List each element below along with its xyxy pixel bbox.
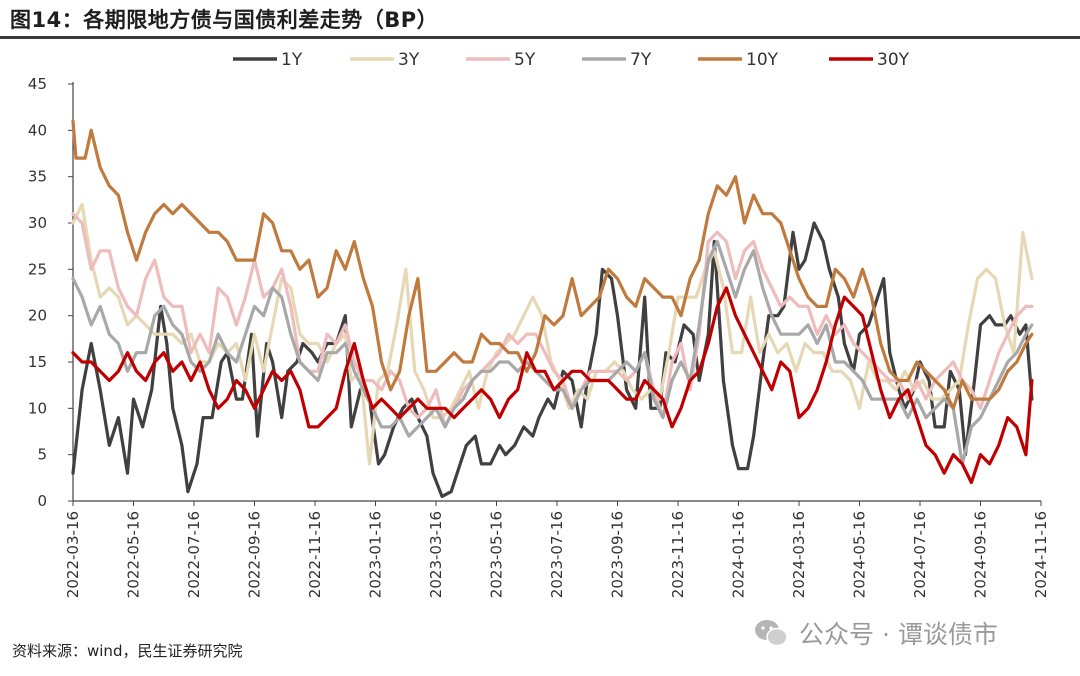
x-tick-label: 2022-11-16: [306, 511, 324, 598]
legend-item-5y: 5Y: [466, 50, 536, 70]
x-tick-label: 2024-03-16: [790, 511, 808, 598]
x-tick-label: 2022-07-16: [185, 511, 203, 598]
y-tick-label: 15: [28, 353, 47, 371]
y-axis: 0 5 10 15 20 25 30 35 40 45: [28, 75, 74, 510]
source-note: 资料来源：wind，民生证券研究院: [12, 642, 243, 660]
y-tick-label: 20: [28, 307, 47, 325]
watermark-text: 公众号 · 谭谈债市: [799, 620, 998, 649]
legend-label: 30Y: [877, 50, 910, 70]
legend-label: 10Y: [746, 50, 779, 70]
line-chart: 1Y 3Y 5Y 7Y 10Y 30Y 0 5 10 15 20 25 30 35 40 45 2022-0…: [28, 50, 1050, 598]
y-tick-label: 25: [28, 260, 47, 278]
x-tick-label: 2024-01-16: [730, 511, 748, 598]
x-tick-label: 2023-09-16: [609, 511, 627, 598]
x-tick-label: 2023-11-16: [669, 511, 687, 598]
x-tick-label: 2023-07-16: [548, 511, 566, 598]
y-tick-label: 40: [28, 121, 47, 139]
x-tick-label: 2022-09-16: [246, 511, 264, 598]
y-tick-label: 5: [37, 446, 47, 464]
series-line-30y: [71, 286, 1034, 485]
legend-label: 5Y: [514, 50, 536, 70]
x-tick-label: 2024-07-16: [911, 511, 929, 598]
x-tick-label: 2023-03-16: [427, 511, 445, 598]
chart-legend: 1Y 3Y 5Y 7Y 10Y 30Y: [233, 50, 910, 70]
legend-item-30y: 30Y: [829, 50, 910, 70]
legend-label: 7Y: [630, 50, 652, 70]
y-tick-label: 45: [28, 75, 47, 93]
figure-header: 图14：各期限地方债与国债利差走势（BP）: [0, 0, 1080, 39]
series-line-10y: [71, 119, 1034, 410]
x-tick-label: 2024-05-16: [851, 511, 869, 598]
legend-item-7y: 7Y: [582, 50, 652, 70]
series-line-7y: [71, 239, 1034, 466]
y-tick-label: 10: [28, 399, 47, 417]
figure-title: 图14：各期限地方债与国债利差走势（BP）: [10, 8, 439, 32]
plot-area: [71, 119, 1034, 498]
legend-label: 3Y: [398, 50, 420, 70]
wechat-icon: [755, 620, 788, 647]
legend-item-1y: 1Y: [233, 50, 303, 70]
x-tick-label: 2023-01-16: [367, 511, 385, 598]
x-tick-label: 2022-05-16: [125, 511, 143, 598]
x-axis: 2022-03-16 2022-05-16 2022-07-16 2022-09-16…: [64, 500, 1050, 598]
y-tick-label: 35: [28, 168, 47, 186]
y-tick-label: 30: [28, 214, 47, 232]
legend-label: 1Y: [281, 50, 303, 70]
watermark: 公众号 · 谭谈债市: [753, 616, 998, 650]
x-tick-label: 2023-05-16: [488, 511, 506, 598]
legend-item-10y: 10Y: [698, 50, 779, 70]
y-tick-label: 0: [37, 492, 47, 510]
x-tick-label: 2024-11-16: [1032, 511, 1050, 598]
legend-item-3y: 3Y: [350, 50, 420, 70]
x-tick-label: 2022-03-16: [64, 511, 82, 598]
series-line-1y: [71, 221, 1034, 498]
x-tick-label: 2024-09-16: [972, 511, 990, 598]
